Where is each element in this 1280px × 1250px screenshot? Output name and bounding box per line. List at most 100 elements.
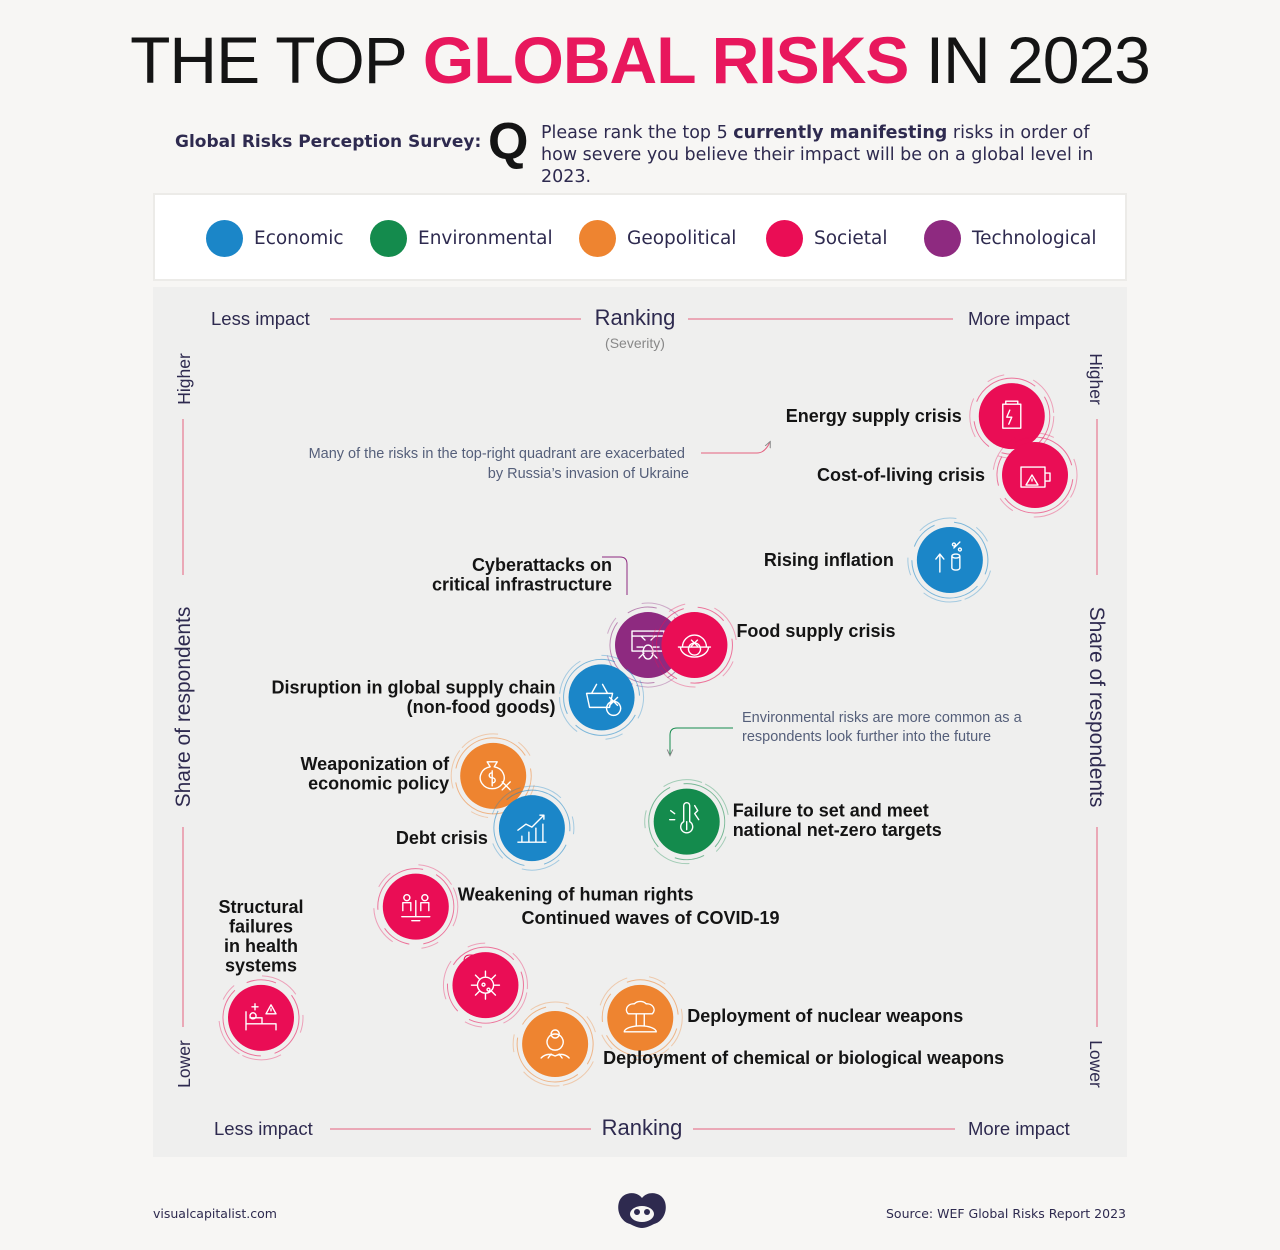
x-axis-title-bottom: Ranking (602, 1115, 683, 1140)
wallet-alert-icon (1020, 466, 1051, 488)
point-ring (911, 521, 989, 599)
title-part2: IN 2023 (925, 23, 1151, 97)
hospital-bed-icon (245, 1003, 277, 1031)
risk-point-cost-of-living-crisis: Cost-of-living crisis (817, 432, 1078, 518)
point-ring (996, 436, 1074, 514)
people-scale-icon (401, 893, 431, 922)
y-low-label-left: Lower (174, 1040, 194, 1088)
risk-point-weaponization-of-economic-policy: Weaponization of economic policy (301, 733, 536, 819)
point-ring (651, 602, 737, 688)
risk-point-continued-waves-of-covid-19: Continued waves of COVID-19 (442, 908, 780, 1028)
annotation-environmental: Environmental risks are more common as a… (742, 710, 1026, 745)
risk-point-deployment-of-chemical-or-biological-weapons: Deployment of chemical or biological wea… (512, 1001, 1004, 1087)
inflation-coins-icon (935, 541, 963, 573)
point-ring (644, 779, 730, 865)
point-marker (522, 1011, 589, 1077)
legend-dot-economic (206, 219, 243, 257)
y-high-label-right: Higher (1086, 353, 1106, 405)
title-highlight: GLOBAL RISKS (422, 23, 909, 97)
point-label: Cost-of-living crisis (817, 465, 985, 485)
point-label: Debt crisis (396, 828, 488, 848)
debt-chart-icon (517, 814, 547, 843)
legend-dot-environmental (370, 219, 407, 257)
point-ring (605, 602, 691, 688)
point-ring (516, 1005, 594, 1083)
risk-point-rising-inflation: Rising inflation (764, 517, 993, 603)
legend-item-geopolitical: Geopolitical (579, 219, 736, 257)
page-title: THE TOP GLOBAL RISKS IN 2023 (0, 22, 1280, 98)
point-ring (222, 979, 300, 1057)
point-ring (648, 783, 726, 861)
legend-label: Economic (254, 227, 344, 249)
points-layer: Energy supply crisis Cost-of-living crisi… (218, 373, 1078, 1087)
biohazard-icon (540, 1029, 570, 1059)
point-marker (661, 612, 728, 679)
question-text-post: risks in order of how severe you believe… (541, 123, 1094, 187)
point-label: Energy supply crisis (786, 406, 962, 426)
point-marker (978, 383, 1045, 450)
point-ring (442, 942, 528, 1028)
x-high-label-top: More impact (968, 308, 1070, 329)
x-high-label-bottom: More impact (968, 1118, 1070, 1139)
point-label: Cyberattacks on critical infrastructure (432, 555, 612, 595)
point-label: Deployment of chemical or biological wea… (603, 1048, 1004, 1068)
x-low-label-top: Less impact (211, 308, 310, 329)
risk-point-failure-to-set-and-meet-national-net-zero-targets: Failure to set and meet national net-zero… (644, 779, 942, 865)
risk-point-disruption-in-global-supply-chain-non-food-goods: Disruption in global supply chain (non-fo… (272, 654, 645, 740)
legend-dot-technological (924, 219, 961, 257)
legend-item-societal: Societal (766, 219, 888, 257)
point-ring (907, 517, 993, 603)
annotation-ukraine-arrow (701, 442, 770, 454)
y-axis-title-right: Share of respondents (1085, 607, 1108, 808)
risk-scatter-chart: Less impact Ranking (Severity) More impa… (172, 305, 1108, 1140)
point-ring (512, 1001, 598, 1087)
footer-site: visualcapitalist.com (153, 1206, 277, 1221)
point-ring (373, 864, 459, 950)
point-ring (446, 946, 524, 1024)
legend-label: Environmental (418, 227, 553, 249)
point-marker (568, 664, 635, 731)
annotation-ukraine: Many of the risks in the top-right quadr… (309, 446, 689, 482)
risk-point-cyberattacks-on-critical-infrastructure: Cyberattacks on critical infrastructure (432, 555, 691, 688)
question-mark: Q (488, 113, 529, 171)
point-ring (493, 789, 571, 867)
point-ring (563, 658, 641, 736)
power-icon (1002, 400, 1022, 429)
survey-question: Please rank the top 5 currently manifest… (541, 122, 1121, 188)
point-marker (460, 742, 527, 809)
legend-label: Technological (972, 227, 1097, 249)
basket-x-icon (585, 683, 622, 717)
risk-point-energy-supply-crisis: Energy supply crisis (786, 373, 1055, 459)
chart-panel: Less impact Ranking (Severity) More impa… (153, 287, 1127, 1157)
y-axis-title-left: Share of respondents (172, 607, 195, 808)
risk-point-weakening-of-human-rights: Weakening of human rights (373, 864, 693, 950)
point-label: Deployment of nuclear weapons (687, 1006, 963, 1026)
point-label: Food supply crisis (736, 621, 895, 641)
y-low-label-right: Lower (1086, 1040, 1106, 1088)
legend-item-economic: Economic (206, 219, 344, 257)
point-marker (1002, 442, 1068, 509)
annotation-environmental-arrow (670, 727, 733, 755)
point-ring (655, 606, 733, 684)
money-bag-x-icon (479, 761, 511, 791)
point-marker (916, 527, 983, 594)
question-text-bold: currently manifesting (733, 123, 948, 143)
point-marker (498, 795, 565, 862)
y-high-label-left: Higher (174, 353, 194, 405)
legend-item-technological: Technological (924, 219, 1097, 257)
survey-label: Global Risks Perception Survey: (175, 132, 482, 152)
footer-source: Source: WEF Global Risks Report 2023 (885, 1206, 1126, 1221)
mushroom-cloud-icon (623, 1000, 657, 1033)
question-text-pre: Please rank the top 5 (541, 123, 734, 143)
point-label: Weaponization of economic policy (301, 754, 451, 794)
point-label: Disruption in global supply chain (non-fo… (272, 677, 556, 717)
x-low-label-bottom: Less impact (214, 1118, 313, 1139)
risk-point-food-supply-crisis: Food supply crisis (651, 602, 895, 688)
point-ring (597, 975, 683, 1061)
title-part1: THE TOP (130, 23, 406, 97)
point-label: Failure to set and meet national net-zero… (733, 801, 942, 841)
point-ring (454, 737, 532, 815)
point-label: Structural failures in health systems (218, 897, 303, 976)
visual-capitalist-logo (618, 1193, 666, 1228)
point-ring (377, 868, 455, 946)
